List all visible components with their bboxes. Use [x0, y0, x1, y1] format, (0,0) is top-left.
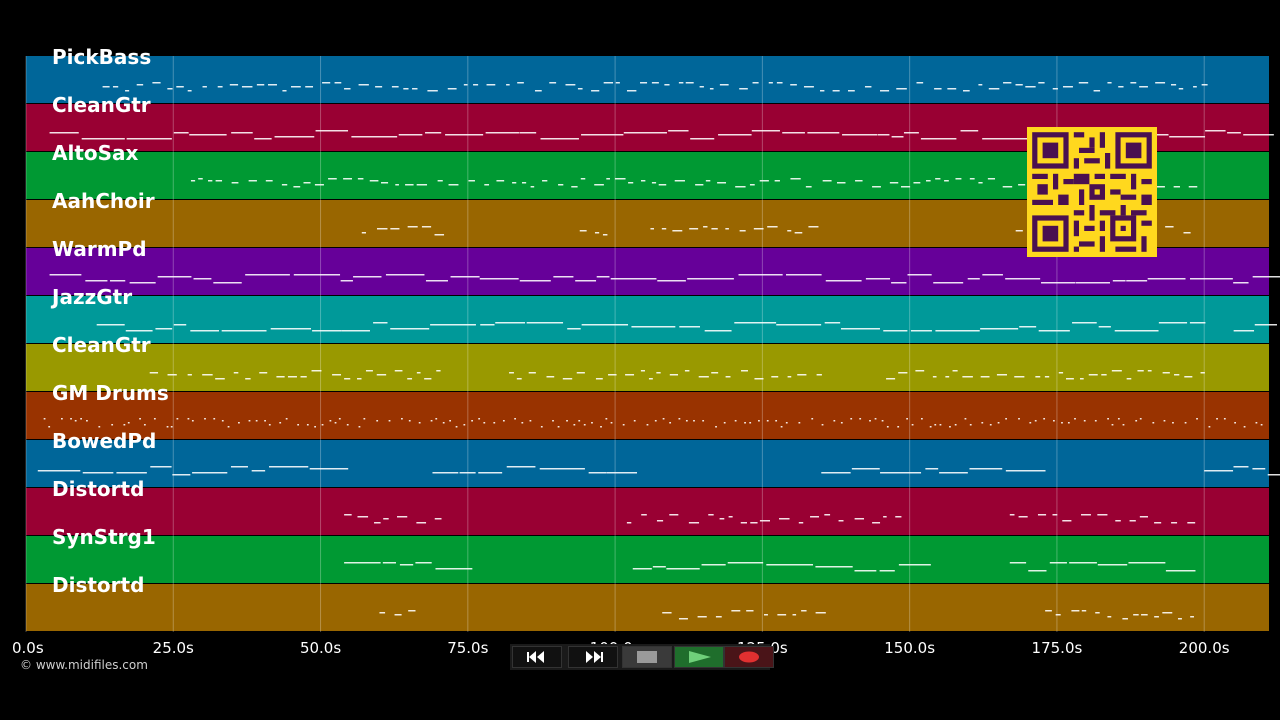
lane-divider	[26, 583, 1269, 585]
track-notes	[49, 274, 1280, 284]
lane-divider	[26, 103, 1269, 105]
time-tick-label: 0.0s	[12, 639, 44, 657]
lane-divider	[26, 439, 1269, 441]
lane-divider	[26, 247, 1269, 249]
lane-divider	[26, 151, 1269, 153]
track-lane	[26, 536, 1269, 583]
lane-divider	[26, 343, 1269, 345]
track-notes	[96, 322, 1277, 332]
lane-divider	[26, 295, 1269, 297]
track-label: Distortd	[52, 477, 145, 501]
play-button[interactable]	[674, 646, 724, 668]
time-tick-label: 50.0s	[299, 639, 342, 657]
copyright-text: © www.midifiles.com	[20, 658, 148, 672]
track-label: PickBass	[52, 45, 152, 69]
track-notes	[379, 610, 1194, 620]
track-notes	[37, 466, 1280, 476]
record-button[interactable]	[724, 646, 774, 668]
time-tick-label: 25.0s	[152, 639, 194, 657]
track-label: AahChoir	[52, 189, 155, 213]
track-lane	[26, 344, 1269, 391]
fast-forward-button[interactable]	[568, 646, 618, 668]
track-label: CleanGtr	[52, 93, 151, 117]
time-tick-label: 150.0s	[884, 639, 936, 657]
lane-divider	[26, 535, 1269, 537]
rewind-button[interactable]	[512, 646, 562, 668]
lane-divider	[26, 391, 1269, 393]
track-label: AltoSax	[52, 141, 139, 165]
track-lane	[26, 584, 1269, 631]
lane-divider	[26, 199, 1269, 201]
qr-code-icon	[1027, 127, 1157, 257]
play-icon	[689, 651, 711, 663]
track-lane	[26, 440, 1269, 487]
track-label: BowedPd	[52, 429, 157, 453]
lane-divider	[26, 487, 1269, 489]
time-tick-label: 200.0s	[1178, 639, 1230, 657]
track-label: CleanGtr	[52, 333, 151, 357]
track-label: WarmPd	[52, 237, 147, 261]
track-lane	[26, 392, 1269, 439]
stop-button[interactable]	[622, 646, 672, 668]
track-label: SynStrg1	[52, 525, 156, 549]
track-notes	[149, 370, 1205, 380]
time-tick-label: 75.0s	[447, 639, 489, 657]
transport-controls	[510, 644, 774, 670]
record-icon	[739, 651, 759, 663]
track-notes	[43, 418, 1263, 428]
lane-divider	[26, 631, 1269, 633]
track-lane	[26, 56, 1269, 103]
track-label: Distortd	[52, 573, 145, 597]
track-lane	[26, 296, 1269, 343]
track-notes	[102, 82, 1208, 92]
track-notes	[344, 514, 1196, 524]
track-label: GM Drums	[52, 381, 169, 405]
track-lane	[26, 488, 1269, 535]
rewind-icon	[527, 651, 544, 663]
stop-icon	[637, 651, 657, 663]
track-label: JazzGtr	[52, 285, 133, 309]
track-notes	[344, 562, 1196, 572]
time-tick-label: 175.0s	[1031, 639, 1083, 657]
fast-forward-icon	[586, 651, 603, 663]
